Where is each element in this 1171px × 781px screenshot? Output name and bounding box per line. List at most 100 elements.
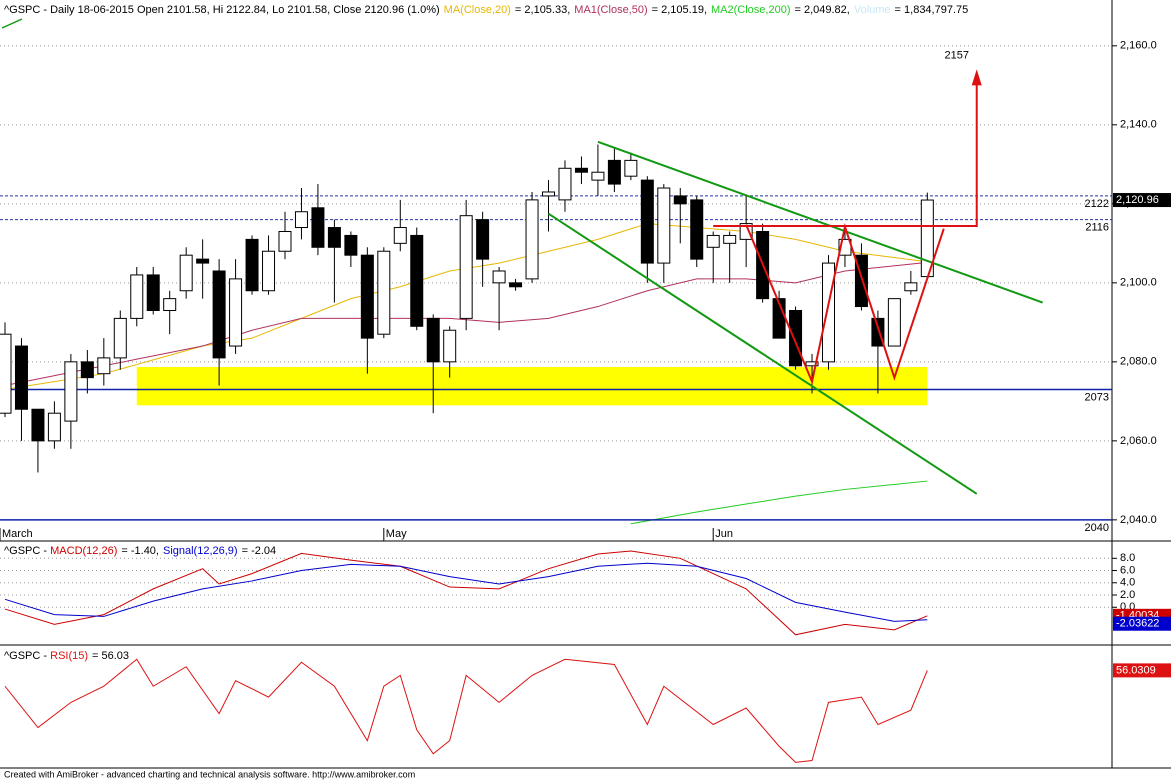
candle-body <box>360 254 374 339</box>
moving-average <box>630 480 928 525</box>
value-box <box>1113 193 1171 208</box>
legend-value: = 2,105.19, <box>652 4 707 16</box>
candle-body <box>212 270 226 359</box>
candle-body <box>492 270 506 284</box>
level-label: 2116 <box>1085 222 1109 234</box>
candle-body <box>805 361 819 367</box>
candle-body <box>822 262 835 363</box>
candle-body <box>344 234 358 256</box>
y-tick-label: 2,140.0 <box>1120 119 1157 131</box>
y-tick-label: 4.0 <box>1120 577 1135 589</box>
candle-body <box>443 329 457 363</box>
legend-value: = 1,834,797.75 <box>895 4 969 16</box>
candle-body <box>245 238 259 292</box>
candle-body <box>47 412 61 442</box>
y-tick-label: 2,160.0 <box>1120 40 1157 52</box>
candle-body <box>558 167 572 201</box>
trendline <box>547 212 978 495</box>
value-box <box>1113 663 1171 678</box>
candle-body <box>509 282 523 288</box>
legend-name: Volume <box>854 4 891 16</box>
indicator-line <box>4 658 928 763</box>
tool-icon <box>1 18 23 29</box>
legend-title: ^GSPC - Daily 18-06-2015 Open 2101.58, H… <box>4 4 440 16</box>
legend-value: = 2,105.33, <box>515 4 570 16</box>
candle-body <box>476 219 490 260</box>
candle-body <box>97 357 111 375</box>
candle-body <box>739 223 753 240</box>
arrow-head <box>971 69 982 86</box>
x-tick-label: Jun <box>715 528 733 540</box>
candle-body <box>229 278 243 347</box>
y-tick-label: 2,040.0 <box>1120 514 1157 526</box>
trendline <box>597 140 1043 304</box>
y-tick-label: 2,080.0 <box>1120 356 1157 368</box>
candle-body <box>146 274 160 311</box>
legend-value: = -1.40, <box>121 545 159 557</box>
y-tick-label: 2,060.0 <box>1120 435 1157 447</box>
candle-body <box>294 211 308 229</box>
candle-body <box>640 179 654 264</box>
candle-body <box>31 408 45 442</box>
value-box-label: -2.03622 <box>1116 618 1159 630</box>
level-label: 2040 <box>1085 522 1109 534</box>
legend-title: ^GSPC - <box>4 545 50 557</box>
candle-body <box>426 317 440 363</box>
legend: ^GSPC - MACD(12,26) = -1.40, Signal(12,26,… <box>4 545 276 557</box>
x-tick-label: May <box>386 528 407 540</box>
candle-body <box>80 361 94 379</box>
candle-body <box>410 234 424 327</box>
candle-body <box>377 250 391 335</box>
indicator-line <box>4 550 928 636</box>
legend-name: MA1(Close,50) <box>574 4 647 16</box>
candle-body <box>113 317 127 359</box>
y-tick-label: 6.0 <box>1120 564 1135 576</box>
candle-body <box>542 191 556 197</box>
legend-name: MA(Close,20) <box>444 4 511 16</box>
candle-body <box>690 199 704 260</box>
value-box-label: 56.0309 <box>1116 664 1156 676</box>
legend-title: ^GSPC - <box>4 650 50 662</box>
candle-body <box>673 195 687 205</box>
candle-body <box>887 298 901 347</box>
legend: ^GSPC - Daily 18-06-2015 Open 2101.58, H… <box>4 4 968 16</box>
legend-value: = 56.03 <box>92 650 129 662</box>
candle-body <box>904 282 918 292</box>
candle-body <box>624 159 638 177</box>
candle-body <box>723 234 737 244</box>
legend-value: = -2.04 <box>242 545 277 557</box>
y-tick-label: 8.0 <box>1120 552 1135 564</box>
y-tick-label: 2.0 <box>1120 589 1135 601</box>
candle-body <box>0 333 12 414</box>
candle-body <box>327 227 341 248</box>
candle-body <box>459 215 473 319</box>
legend-name: Signal(12,26,9) <box>163 545 238 557</box>
candle-body <box>706 234 720 248</box>
footer: Created with AmiBroker - advanced charti… <box>4 769 415 779</box>
candle-body <box>64 361 78 422</box>
candle-body <box>14 345 28 410</box>
legend-name: RSI(15) <box>50 650 88 662</box>
level-label: 2073 <box>1085 391 1109 403</box>
candle-body <box>311 207 325 248</box>
candle-body <box>657 187 671 264</box>
support-zone <box>136 366 928 406</box>
x-tick-label: March <box>2 528 33 540</box>
candle-body <box>196 258 210 264</box>
legend-name: MACD(12,26) <box>50 545 117 557</box>
candle-body <box>574 167 588 173</box>
candle-body <box>278 230 292 252</box>
value-box-label: 2,120.96 <box>1116 194 1159 206</box>
target-label: 2157 <box>944 49 968 61</box>
level-label: 2122 <box>1085 198 1109 210</box>
target-arrow <box>713 81 978 227</box>
candle-body <box>607 159 621 185</box>
legend-name: MA2(Close,200) <box>711 4 790 16</box>
candle-body <box>163 298 177 311</box>
y-tick-label: 2,100.0 <box>1120 277 1157 289</box>
candle-body <box>525 199 539 280</box>
indicator-line <box>4 562 928 622</box>
legend: ^GSPC - RSI(15) = 56.03 <box>4 650 129 662</box>
candle-body <box>262 250 276 292</box>
